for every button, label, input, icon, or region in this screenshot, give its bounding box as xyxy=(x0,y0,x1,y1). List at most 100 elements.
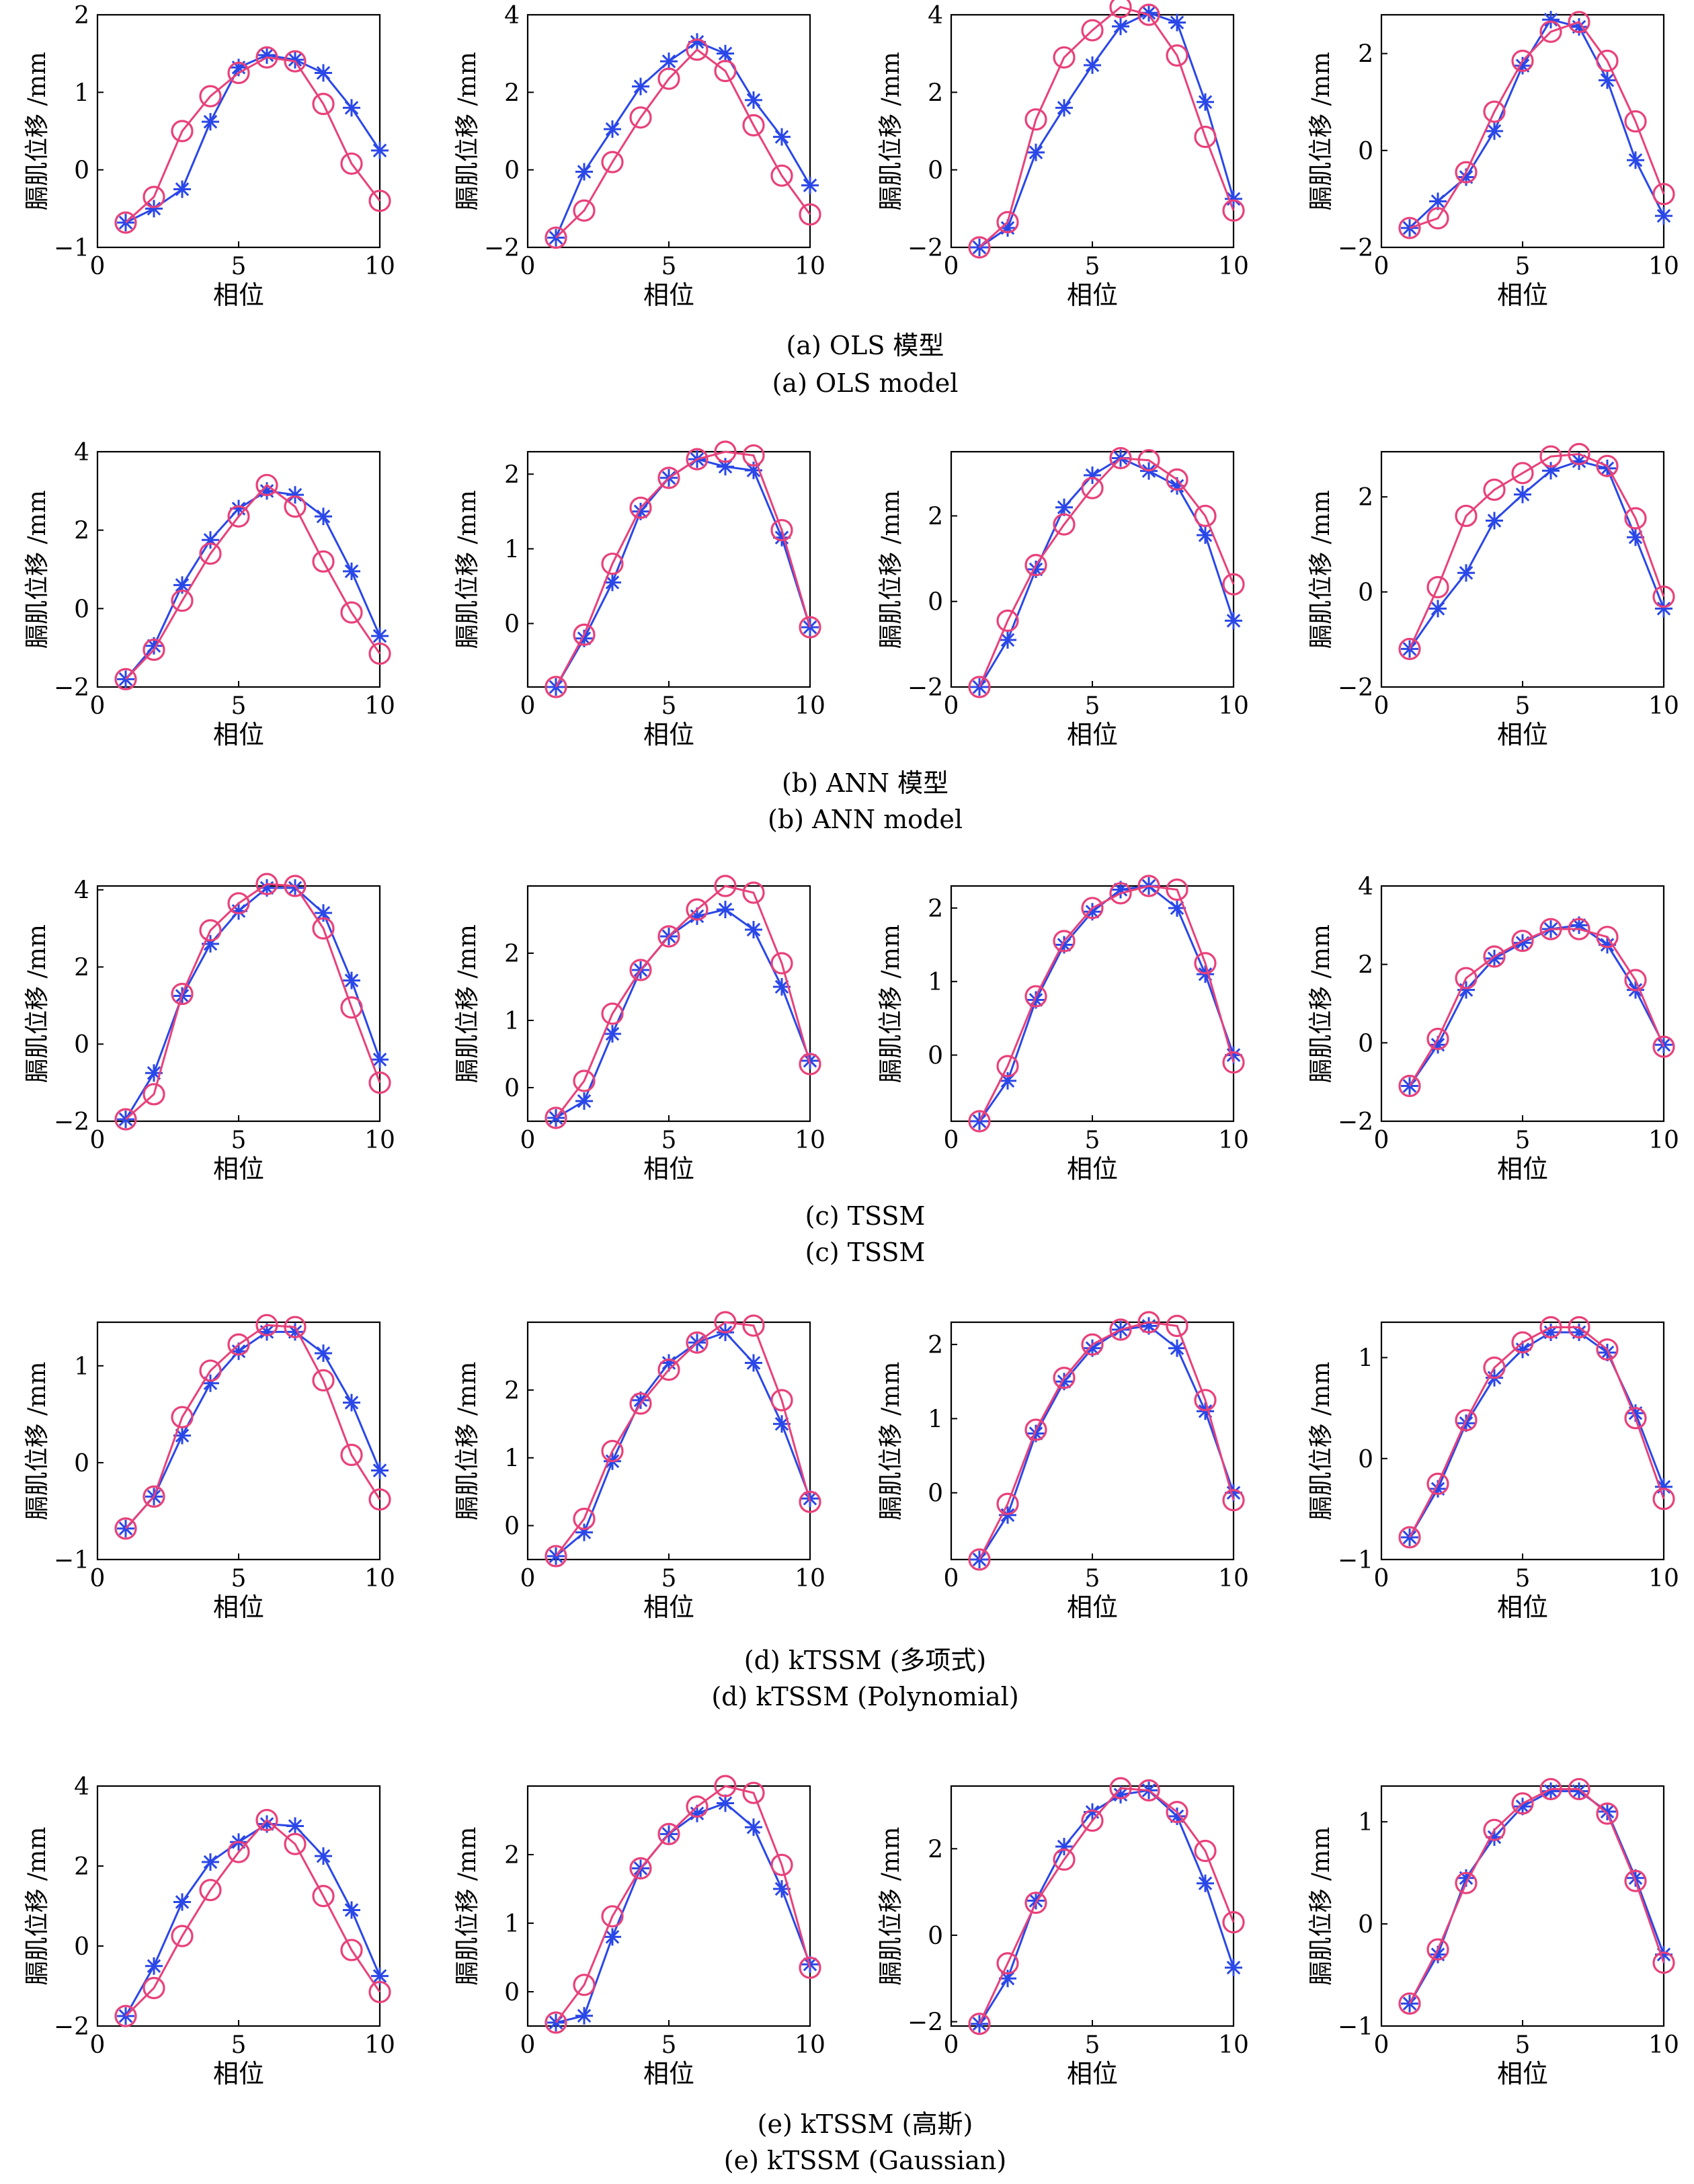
y-tick-label: 2 xyxy=(504,79,520,107)
x-tick-label: 10 xyxy=(1648,1127,1679,1154)
asterisk-marker xyxy=(604,1025,621,1043)
circle-marker xyxy=(1426,1027,1449,1051)
y-tick-label: 2 xyxy=(1358,484,1373,512)
asterisk-marker xyxy=(1486,122,1503,140)
x-tick-label: 0 xyxy=(944,1565,959,1592)
y-tick-label: 0 xyxy=(1358,1446,1373,1473)
plot-frame xyxy=(950,13,1235,249)
circle-marker xyxy=(573,1069,596,1092)
circle-marker xyxy=(1568,918,1590,940)
circle-marker xyxy=(1166,878,1188,901)
chart-panel: 0 5 10 0 1 2 相位 膈肌位移 /mm xyxy=(454,1775,825,2089)
circle-marker xyxy=(1222,573,1245,596)
x-tick-label: 10 xyxy=(795,253,825,280)
y-axis-label: 膈肌位移 /mm xyxy=(24,1362,51,1521)
y-tick-label: 0 xyxy=(504,157,520,185)
circle-marker xyxy=(171,1406,194,1428)
circle-marker xyxy=(629,1857,652,1879)
circle-marker xyxy=(1455,161,1478,184)
series-line-predicted xyxy=(124,1330,381,1529)
x-tick-label: 10 xyxy=(795,1127,825,1154)
circle-marker xyxy=(1596,1338,1619,1361)
caption-en: (d) kTSSM (Polynomial) xyxy=(711,1682,1018,1711)
y-tick-label: 4 xyxy=(74,877,89,905)
circle-marker xyxy=(368,1980,391,2004)
circle-marker xyxy=(199,919,222,942)
circle-marker xyxy=(1398,216,1421,239)
x-tick-label: 0 xyxy=(520,692,536,720)
y-tick-label: −2 xyxy=(54,2013,89,2041)
circle-marker xyxy=(312,550,335,573)
series-line-measured xyxy=(979,5,1235,249)
circle-marker xyxy=(1137,449,1160,472)
circle-marker xyxy=(1455,967,1478,989)
x-tick-label: 5 xyxy=(661,253,677,280)
y-tick-label: 1 xyxy=(504,1910,520,1938)
caption-zh: (a) OLS 模型 xyxy=(787,331,944,360)
x-tick-label: 0 xyxy=(944,2031,959,2059)
circle-marker xyxy=(199,1879,222,1902)
asterisk-marker xyxy=(315,1847,332,1865)
circle-marker xyxy=(199,1359,222,1382)
circle-marker xyxy=(1426,1472,1449,1495)
asterisk-marker xyxy=(604,573,621,592)
circle-marker xyxy=(199,542,222,565)
circle-marker xyxy=(1081,1333,1104,1356)
asterisk-marker xyxy=(315,508,332,526)
y-tick-label: 0 xyxy=(1358,579,1373,607)
caption-en: (b) ANN model xyxy=(768,805,963,834)
circle-marker xyxy=(1194,1389,1217,1412)
circle-marker xyxy=(573,199,596,222)
circle-marker xyxy=(1166,1800,1188,1824)
x-axis-label: 相位 xyxy=(1067,720,1118,750)
asterisk-marker xyxy=(745,91,762,109)
circle-marker xyxy=(1109,1777,1132,1799)
circle-marker xyxy=(601,1002,624,1025)
circle-marker xyxy=(1024,554,1047,577)
circle-marker xyxy=(1624,1869,1647,1892)
y-tick-label: 0 xyxy=(504,611,520,639)
circle-marker xyxy=(1222,1051,1245,1074)
asterisk-marker xyxy=(999,1071,1016,1090)
asterisk-marker xyxy=(1197,526,1214,544)
asterisk-marker xyxy=(343,1393,360,1412)
chart-panel: 0 5 10 0 1 2 相位 膈肌位移 /mm xyxy=(454,875,825,1184)
asterisk-marker xyxy=(660,52,678,71)
circle-marker xyxy=(1652,1488,1675,1510)
x-tick-label: 5 xyxy=(1515,253,1531,280)
circle-marker xyxy=(1624,110,1647,133)
asterisk-marker xyxy=(575,2007,593,2025)
series-line-measured xyxy=(1409,21,1665,229)
x-tick-label: 0 xyxy=(90,1565,106,1592)
y-tick-label: 2 xyxy=(504,461,520,489)
x-tick-label: 5 xyxy=(231,253,247,280)
circle-marker xyxy=(1053,930,1076,953)
asterisk-marker xyxy=(999,631,1016,649)
series-line-measured xyxy=(124,56,381,224)
circle-marker xyxy=(1568,1316,1590,1339)
chart-panel: 0 5 10 0 1 2 相位 膈肌位移 /mm xyxy=(454,1311,825,1622)
x-axis-label: 相位 xyxy=(213,280,264,310)
circle-marker xyxy=(114,2005,137,2027)
x-tick-label: 0 xyxy=(944,253,959,280)
asterisk-marker xyxy=(315,64,332,82)
asterisk-marker xyxy=(1225,612,1242,630)
plot-frame xyxy=(526,885,811,1123)
asterisk-marker xyxy=(371,1051,389,1069)
asterisk-marker xyxy=(575,163,593,181)
y-axis-label: 膈肌位移 /mm xyxy=(24,490,51,649)
x-tick-label: 5 xyxy=(231,692,247,720)
circle-marker xyxy=(171,590,194,612)
x-tick-label: 0 xyxy=(1374,1565,1389,1592)
y-tick-label: 0 xyxy=(74,157,89,185)
circle-marker xyxy=(143,186,165,208)
y-axis-label: 膈肌位移 /mm xyxy=(24,1827,51,1986)
circle-marker xyxy=(1398,1992,1421,2015)
x-axis-label: 相位 xyxy=(643,720,694,750)
circle-marker xyxy=(340,1939,363,1961)
series-line-measured xyxy=(978,1787,1235,2025)
circle-marker xyxy=(996,609,1019,632)
series-line-measured xyxy=(125,883,381,1121)
circle-marker xyxy=(368,1071,391,1094)
